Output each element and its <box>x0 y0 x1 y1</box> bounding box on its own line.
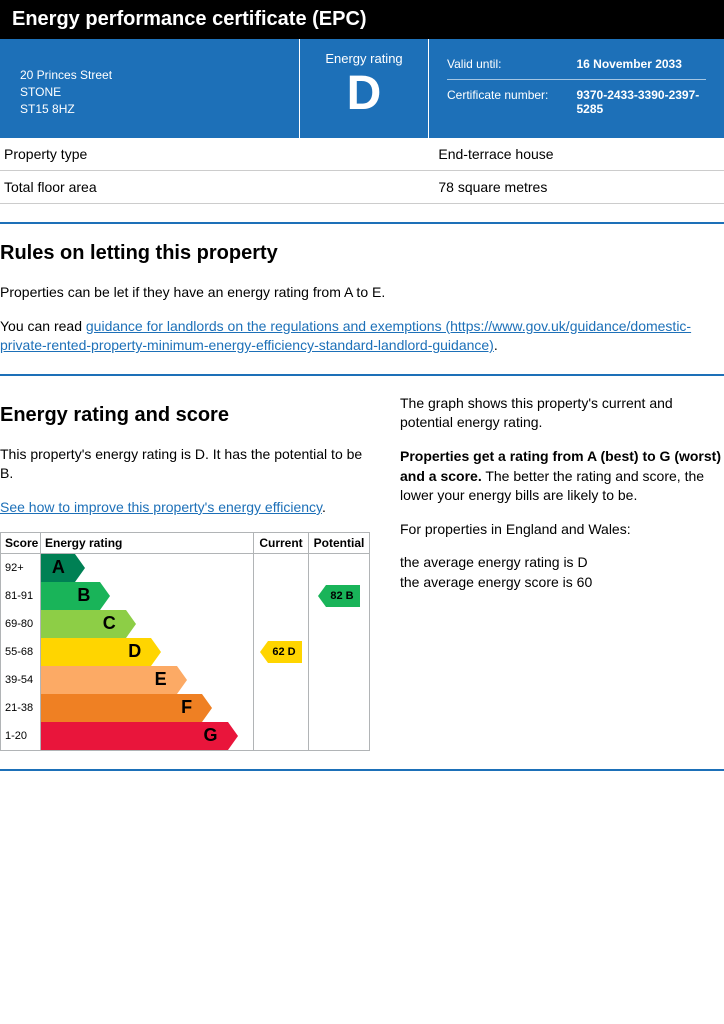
band-bar: B <box>41 582 100 610</box>
band-bar: C <box>41 610 126 638</box>
address-line: STONE <box>20 84 279 101</box>
score-range: 81-91 <box>1 582 41 610</box>
divider <box>0 222 724 224</box>
avg-values: the average energy rating is D the avera… <box>400 553 724 592</box>
band-bar: F <box>41 694 202 722</box>
valid-until-label: Valid until: <box>447 57 577 71</box>
cert-number-value: 9370-2433-3390-2397-5285 <box>577 88 707 116</box>
valid-until-value: 16 November 2033 <box>577 57 707 71</box>
band-bar: D <box>41 638 151 666</box>
improve-link[interactable]: See how to improve this property's energ… <box>0 499 322 515</box>
chart-row-C: 69-80C <box>1 610 369 638</box>
rating-label: Energy rating <box>300 51 428 66</box>
score-range: 39-54 <box>1 666 41 694</box>
address-line: 20 Princes Street <box>20 67 279 84</box>
band-bar: E <box>41 666 177 694</box>
current-marker: 62 D <box>268 641 301 663</box>
rating-letter: D <box>300 70 428 118</box>
chart-row-E: 39-54E <box>1 666 369 694</box>
prop-val: 78 square metres <box>434 171 724 204</box>
cert-number-label: Certificate number: <box>447 88 577 116</box>
address-block: 20 Princes Street STONE ST15 8HZ <box>0 39 299 138</box>
page-title: Energy performance certificate (EPC) <box>0 0 724 39</box>
header-panel: 20 Princes Street STONE ST15 8HZ Energy … <box>0 39 724 138</box>
rules-p2: You can read guidance for landlords on t… <box>0 317 724 356</box>
prop-key: Total floor area <box>0 171 434 204</box>
band-bar: G <box>41 722 228 750</box>
chart-row-A: 92+A <box>1 554 369 582</box>
chart-row-G: 1-20G <box>1 722 369 750</box>
chart-header: Score Energy rating Current Potential <box>1 533 369 554</box>
chart-row-B: 81-91B 82 B <box>1 582 369 610</box>
rules-heading: Rules on letting this property <box>0 242 724 265</box>
score-range: 1-20 <box>1 722 41 750</box>
band-bar: A <box>41 554 75 582</box>
rating-heading: Energy rating and score <box>0 404 370 427</box>
prop-key: Property type <box>0 138 434 171</box>
cert-info: Valid until: 16 November 2033 Certificat… <box>429 39 724 138</box>
score-range: 92+ <box>1 554 41 582</box>
divider <box>0 374 724 376</box>
score-range: 21-38 <box>1 694 41 722</box>
avg-intro: For properties in England and Wales: <box>400 520 724 540</box>
table-row: Total floor area78 square metres <box>0 171 724 204</box>
energy-chart: Score Energy rating Current Potential 92… <box>0 532 370 751</box>
score-range: 55-68 <box>1 638 41 666</box>
property-table: Property typeEnd-terrace houseTotal floo… <box>0 138 724 204</box>
chart-row-F: 21-38F <box>1 694 369 722</box>
rules-p1: Properties can be let if they have an en… <box>0 283 724 303</box>
prop-val: End-terrace house <box>434 138 724 171</box>
graph-desc: The graph shows this property's current … <box>400 394 724 433</box>
potential-marker: 82 B <box>326 585 359 607</box>
guidance-link[interactable]: guidance for landlords on the regulation… <box>0 318 691 354</box>
table-row: Property typeEnd-terrace house <box>0 138 724 171</box>
rating-p1: This property's energy rating is D. It h… <box>0 445 370 484</box>
address-line: ST15 8HZ <box>20 101 279 118</box>
score-range: 69-80 <box>1 610 41 638</box>
divider <box>0 769 724 771</box>
rating-explain: Properties get a rating from A (best) to… <box>400 447 724 506</box>
chart-row-D: 55-68D 62 D <box>1 638 369 666</box>
rating-badge: Energy rating D <box>299 39 429 138</box>
